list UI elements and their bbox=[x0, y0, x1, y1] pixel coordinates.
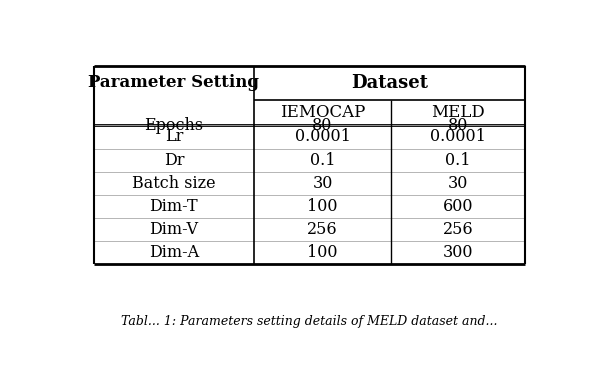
Text: 256: 256 bbox=[307, 221, 338, 238]
Text: Dim-T: Dim-T bbox=[150, 198, 198, 215]
Text: Epochs: Epochs bbox=[144, 117, 204, 134]
Text: Batch size: Batch size bbox=[132, 175, 216, 192]
Text: Parameter Setting: Parameter Setting bbox=[88, 74, 259, 91]
Text: 100: 100 bbox=[307, 244, 338, 261]
Text: Tabl... 1: Parameters setting details of MELD dataset and...: Tabl... 1: Parameters setting details of… bbox=[121, 315, 498, 328]
Text: Dim-A: Dim-A bbox=[149, 244, 199, 261]
Text: Dim-V: Dim-V bbox=[149, 221, 198, 238]
Text: 600: 600 bbox=[443, 198, 474, 215]
Text: Dr: Dr bbox=[164, 152, 184, 169]
Text: 30: 30 bbox=[312, 175, 333, 192]
Text: 80: 80 bbox=[312, 117, 333, 134]
Text: 0.0001: 0.0001 bbox=[295, 129, 350, 146]
Text: 30: 30 bbox=[448, 175, 468, 192]
Text: 0.1: 0.1 bbox=[445, 152, 471, 169]
Text: IEMOCAP: IEMOCAP bbox=[280, 104, 365, 121]
Text: 100: 100 bbox=[307, 198, 338, 215]
Text: MELD: MELD bbox=[431, 104, 485, 121]
Text: 300: 300 bbox=[443, 244, 474, 261]
Text: 0.1: 0.1 bbox=[310, 152, 335, 169]
Text: 256: 256 bbox=[443, 221, 474, 238]
Text: Lr: Lr bbox=[165, 129, 183, 146]
Text: Dataset: Dataset bbox=[351, 74, 428, 92]
Text: 80: 80 bbox=[448, 117, 468, 134]
Text: 0.0001: 0.0001 bbox=[430, 129, 486, 146]
